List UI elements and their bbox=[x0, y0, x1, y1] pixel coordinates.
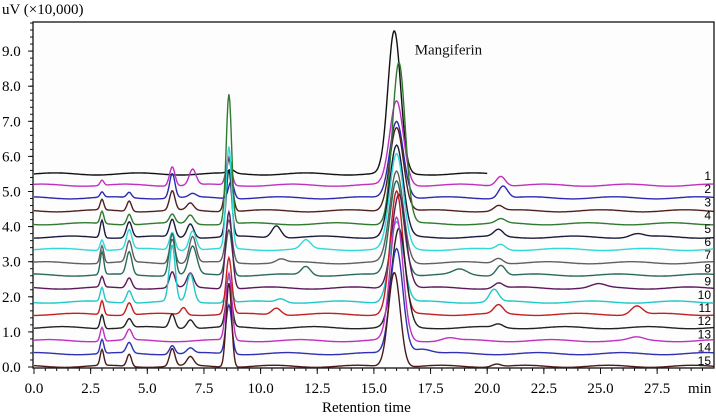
y-tick-label: 0.0 bbox=[2, 360, 21, 376]
trace-label: 7 bbox=[704, 248, 711, 262]
y-axis-label: uV (×10,000) bbox=[2, 2, 84, 18]
trace-label: 15 bbox=[698, 354, 712, 368]
plot-frame bbox=[32, 21, 715, 369]
trace-label: 10 bbox=[698, 288, 712, 302]
x-tick-label: 7.5 bbox=[195, 381, 214, 397]
trace-3 bbox=[34, 120, 714, 200]
y-tick-label: 6.0 bbox=[2, 149, 21, 165]
y-tick-label: 7.0 bbox=[2, 114, 21, 130]
x-tick-label: 2.5 bbox=[81, 381, 100, 397]
x-tick-label: 0.0 bbox=[25, 381, 44, 397]
trace-label: 8 bbox=[704, 261, 711, 275]
trace-12 bbox=[34, 189, 714, 317]
trace-6 bbox=[34, 144, 714, 239]
x-tick-label: 5.0 bbox=[138, 381, 157, 397]
x-tick-label: 25.0 bbox=[587, 381, 613, 397]
y-tick-label: 2.0 bbox=[2, 290, 21, 306]
x-tick-label: 27.5 bbox=[644, 381, 670, 397]
trace-4 bbox=[34, 126, 714, 213]
x-axis-unit: min bbox=[688, 381, 712, 397]
trace-label: 4 bbox=[704, 209, 711, 223]
y-tick-label: 5.0 bbox=[2, 185, 21, 201]
x-tick-label: 10.0 bbox=[247, 381, 273, 397]
x-axis-label: Retention time bbox=[322, 400, 411, 416]
trace-label: 14 bbox=[698, 341, 712, 355]
trace-13 bbox=[33, 227, 714, 330]
trace-baseline bbox=[33, 272, 714, 369]
x-tick-label: 22.5 bbox=[531, 381, 557, 397]
trace-label: 2 bbox=[704, 182, 711, 196]
trace-label: 9 bbox=[704, 275, 711, 289]
trace-11 bbox=[33, 220, 714, 304]
y-tick-label: 9.0 bbox=[2, 44, 21, 60]
y-tick-label: 4.0 bbox=[2, 220, 21, 236]
trace-label: 1 bbox=[704, 169, 711, 183]
x-tick-label: 20.0 bbox=[474, 381, 500, 397]
trace-5 bbox=[34, 62, 714, 226]
trace-1 bbox=[34, 30, 488, 176]
trace-2 bbox=[34, 100, 714, 187]
mangiferin-annotation: Mangiferin bbox=[415, 43, 483, 59]
trace-label: 12 bbox=[698, 314, 712, 328]
trace-7 bbox=[33, 146, 714, 252]
y-tick-label: 8.0 bbox=[2, 79, 21, 95]
trace-15 bbox=[34, 247, 714, 356]
x-tick-label: 17.5 bbox=[417, 381, 443, 397]
trace-label: 13 bbox=[698, 327, 712, 341]
trace-10 bbox=[33, 193, 714, 290]
trace-label: 11 bbox=[699, 301, 712, 315]
trace-8 bbox=[33, 170, 714, 265]
y-tick-label: 3.0 bbox=[2, 255, 21, 271]
trace-label: 3 bbox=[704, 195, 711, 209]
trace-label: 5 bbox=[704, 222, 711, 236]
x-tick-label: 12.5 bbox=[304, 381, 330, 397]
x-tick-label: 15.0 bbox=[361, 381, 387, 397]
trace-14 bbox=[34, 216, 714, 343]
trace-label: 6 bbox=[704, 235, 711, 249]
trace-9 bbox=[34, 179, 714, 277]
y-tick-label: 1.0 bbox=[2, 325, 21, 341]
